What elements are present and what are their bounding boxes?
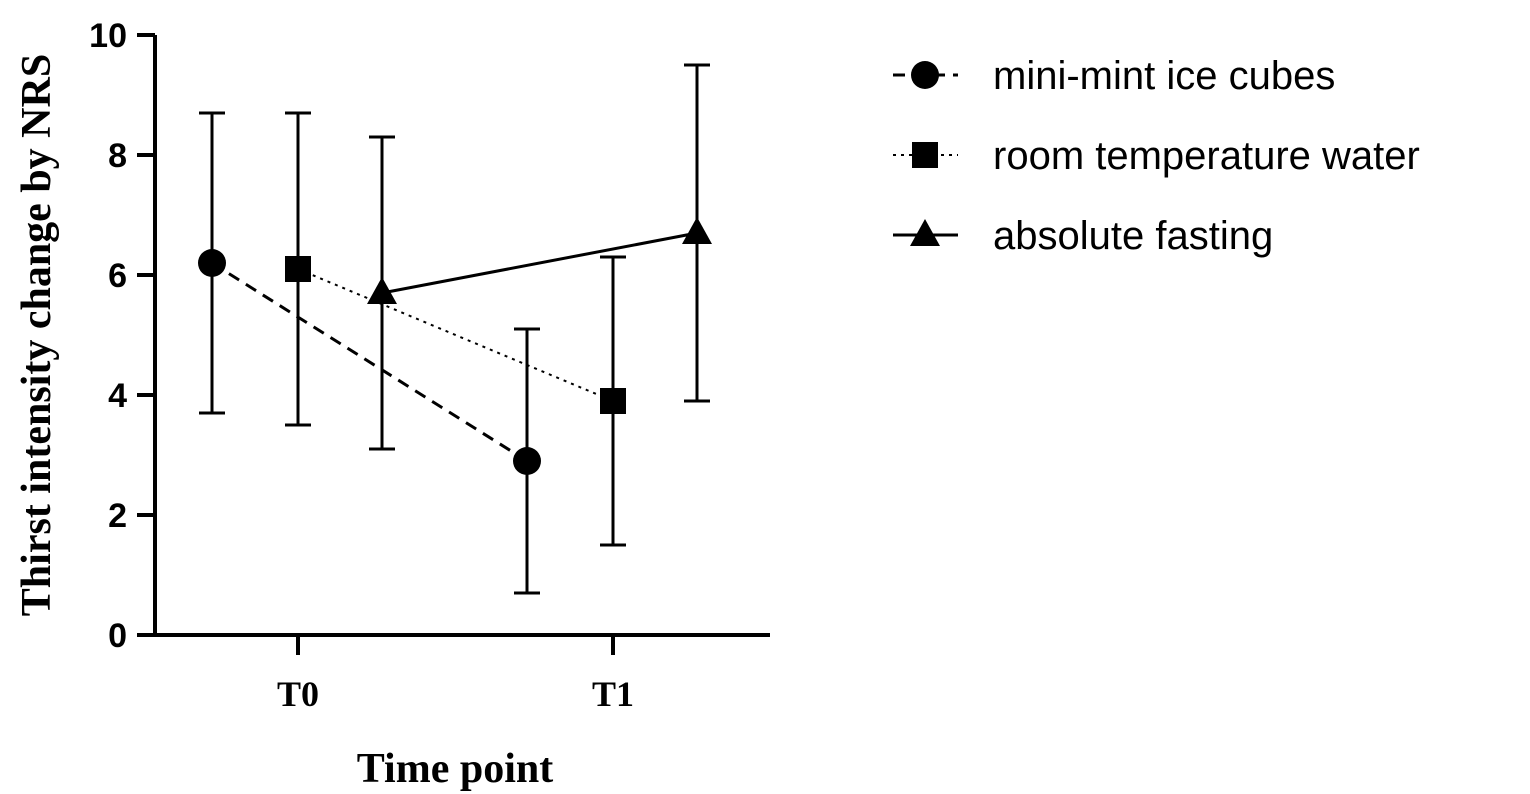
legend-label: mini-mint ice cubes	[993, 54, 1335, 98]
x-axis-title: Time point	[357, 746, 553, 792]
y-tick-label: 4	[108, 377, 127, 415]
data-point	[367, 277, 397, 304]
data-point	[682, 217, 712, 244]
legend-marker	[910, 219, 940, 246]
series-line	[211, 261, 528, 463]
series-triangle	[367, 63, 712, 451]
series-square	[285, 111, 626, 547]
series-line	[297, 268, 614, 402]
data-point	[198, 249, 226, 277]
legend: mini-mint ice cubes room temperature wate…	[893, 54, 1420, 258]
legend-marker	[911, 61, 939, 89]
legend-marker	[912, 142, 938, 168]
y-tick-label: 2	[108, 497, 127, 535]
data-point	[600, 388, 626, 414]
data-point	[285, 256, 311, 282]
legend-item: room temperature water	[893, 134, 1420, 178]
y-tick-label: 8	[108, 137, 127, 175]
series-layer	[198, 63, 712, 595]
legend-item: mini-mint ice cubes	[893, 54, 1335, 98]
legend-label: room temperature water	[993, 134, 1420, 178]
y-axis-title: Thirst intensity change by NRS	[14, 54, 60, 616]
series-circle	[198, 111, 541, 595]
legend-item: absolute fasting	[893, 214, 1273, 258]
legend-label: absolute fasting	[993, 214, 1273, 258]
y-tick-label: 0	[108, 617, 127, 655]
axes: 0 2 4 6 8 10 T0 T1	[89, 17, 770, 714]
x-tick-label: T1	[592, 674, 634, 714]
x-tick-label: T0	[277, 674, 319, 714]
data-point	[513, 447, 541, 475]
y-tick-label: 10	[89, 17, 127, 55]
series-line	[381, 231, 698, 295]
y-tick-label: 6	[108, 257, 127, 295]
